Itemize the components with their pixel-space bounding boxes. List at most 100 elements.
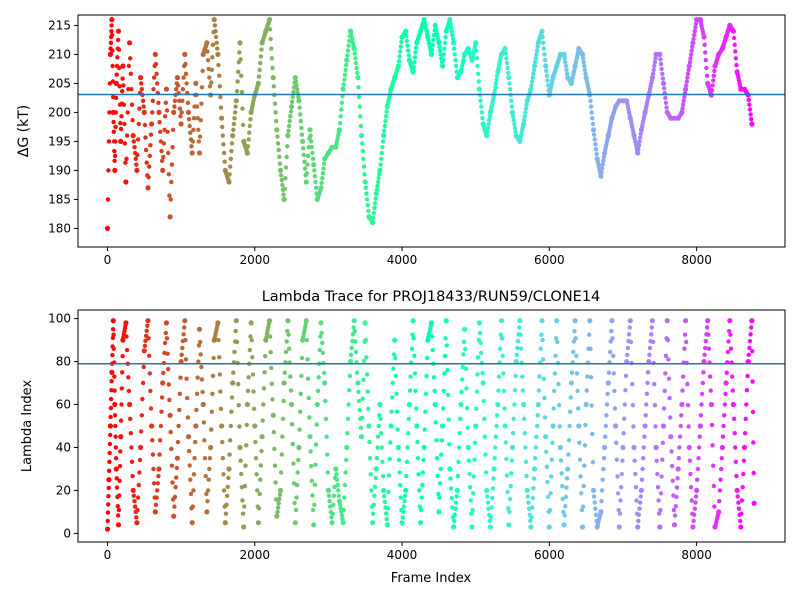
- delta-g-trace-dot: [234, 89, 240, 94]
- delta-g-trace-dot: [212, 23, 218, 28]
- delta-g-trace-dot: [733, 49, 738, 54]
- lambda-trace-dot: [275, 505, 281, 510]
- delta-g-data-point: [395, 63, 401, 69]
- lambda-trace-dot: [447, 442, 452, 447]
- delta-g-data-point: [428, 51, 435, 58]
- lambda-data-point: [734, 487, 740, 493]
- lambda-trace-dot: [198, 352, 203, 357]
- lambda-trace-dot: [194, 407, 199, 413]
- delta-g-trace-dot: [199, 101, 204, 106]
- delta-g-data-point: [473, 40, 479, 46]
- lambda-trace-dot: [296, 457, 301, 463]
- lambda-trace-dot: [553, 336, 559, 341]
- lambda-trace-dot: [684, 339, 689, 345]
- delta-g-trace-dot: [746, 97, 751, 103]
- delta-g-trace-dot: [278, 173, 284, 178]
- delta-g-trace-dot: [480, 116, 485, 121]
- lambda-data-point: [686, 444, 692, 451]
- lambda-trace-dot: [679, 413, 684, 418]
- delta-g-trace-dot: [161, 141, 167, 146]
- lambda-trace-dot: [604, 402, 610, 407]
- lambda-trace-dot: [701, 370, 706, 375]
- lambda-trace-dot: [162, 340, 168, 346]
- lambda-trace-dot: [444, 343, 449, 348]
- lambda-trace-dot: [147, 371, 152, 376]
- lambda-trace-dot: [177, 407, 182, 413]
- delta-g-trace-dot: [246, 137, 251, 142]
- lambda-x-tick-label: 0: [104, 548, 112, 562]
- lambda-trace-dot: [387, 473, 392, 478]
- lambda-trace-dot: [345, 416, 351, 421]
- delta-g-trace-dot: [364, 191, 369, 196]
- lambda-trace-dot: [301, 334, 306, 340]
- delta-g-trace-dot: [524, 102, 529, 107]
- lambda-trace-dot: [530, 495, 535, 501]
- delta-g-trace-dot: [652, 60, 658, 65]
- lambda-trace-dot: [313, 462, 318, 467]
- delta-g-data-point: [274, 127, 280, 133]
- lambda-trace-dot: [461, 339, 467, 345]
- lambda-trace-dot: [342, 482, 348, 488]
- delta-g-trace-dot: [175, 83, 181, 88]
- lambda-trace-dot: [685, 381, 690, 387]
- delta-g-trace-dot: [150, 98, 156, 104]
- lambda-data-point: [751, 500, 757, 506]
- lambda-trace-dot: [467, 471, 472, 477]
- lambda-trace-dot: [572, 328, 577, 334]
- lambda-trace-dot: [396, 457, 402, 463]
- lambda-trace-dot: [172, 494, 178, 500]
- lambda-trace-dot: [290, 422, 295, 427]
- lambda-data-point: [465, 444, 471, 451]
- lambda-trace-dot: [672, 513, 678, 518]
- lambda-trace-dot: [342, 495, 347, 500]
- lambda-trace-dot: [584, 388, 589, 393]
- lambda-trace-dot: [579, 491, 584, 496]
- lambda-trace-dot: [253, 439, 258, 445]
- lambda-trace-dot: [329, 515, 334, 520]
- lambda-trace-dot: [466, 458, 472, 463]
- delta-g-trace-dot: [686, 67, 691, 73]
- delta-g-data-point: [193, 80, 199, 86]
- lambda-trace-dot: [740, 485, 745, 490]
- lambda-trace-dot: [376, 423, 381, 429]
- lambda-trace-dot: [524, 473, 529, 479]
- delta-g-y-tick-label: 180: [48, 221, 71, 235]
- lambda-data-point: [708, 401, 715, 408]
- lambda-trace-dot: [139, 413, 144, 418]
- lambda-trace-dot: [468, 498, 473, 503]
- lambda-trace-dot: [188, 477, 193, 482]
- lambda-trace-dot: [371, 511, 376, 516]
- lambda-trace-dot: [557, 424, 562, 429]
- lambda-trace-dot: [341, 507, 346, 513]
- delta-g-trace-dot: [373, 196, 378, 201]
- lambda-trace-dot: [456, 445, 462, 450]
- lambda-trace-dot: [638, 494, 643, 499]
- delta-g-trace-dot: [704, 73, 710, 78]
- delta-g-trace-dot: [638, 135, 643, 140]
- lambda-trace-dot: [578, 474, 583, 479]
- delta-g-data-point: [167, 214, 173, 220]
- delta-g-trace-dot: [232, 116, 237, 121]
- lambda-trace-dot: [696, 456, 701, 461]
- lambda-trace-dot: [443, 336, 448, 341]
- lambda-trace-dot: [210, 373, 216, 379]
- lambda-trace-dot: [135, 507, 140, 513]
- lambda-trace-dot: [156, 473, 161, 479]
- lambda-trace-dot: [652, 403, 658, 408]
- delta-g-trace-dot: [232, 110, 238, 115]
- lambda-trace-dot: [626, 332, 632, 337]
- lambda-trace-dot: [438, 466, 443, 472]
- lambda-trace-dot: [314, 422, 319, 427]
- delta-g-trace-dot: [290, 99, 295, 105]
- lambda-trace-dot: [247, 347, 252, 353]
- lambda-data-point: [377, 401, 383, 408]
- delta-g-trace-dot: [512, 121, 517, 127]
- lambda-trace-dot: [229, 409, 234, 414]
- delta-g-trace-dot: [283, 176, 288, 181]
- delta-g-trace-dot: [141, 104, 146, 109]
- delta-g-trace-dot: [128, 71, 133, 77]
- delta-g-trace-dot: [106, 168, 111, 173]
- lambda-data-point: [281, 380, 287, 386]
- lambda-trace-dot: [159, 395, 165, 400]
- delta-g-trace-dot: [218, 94, 223, 100]
